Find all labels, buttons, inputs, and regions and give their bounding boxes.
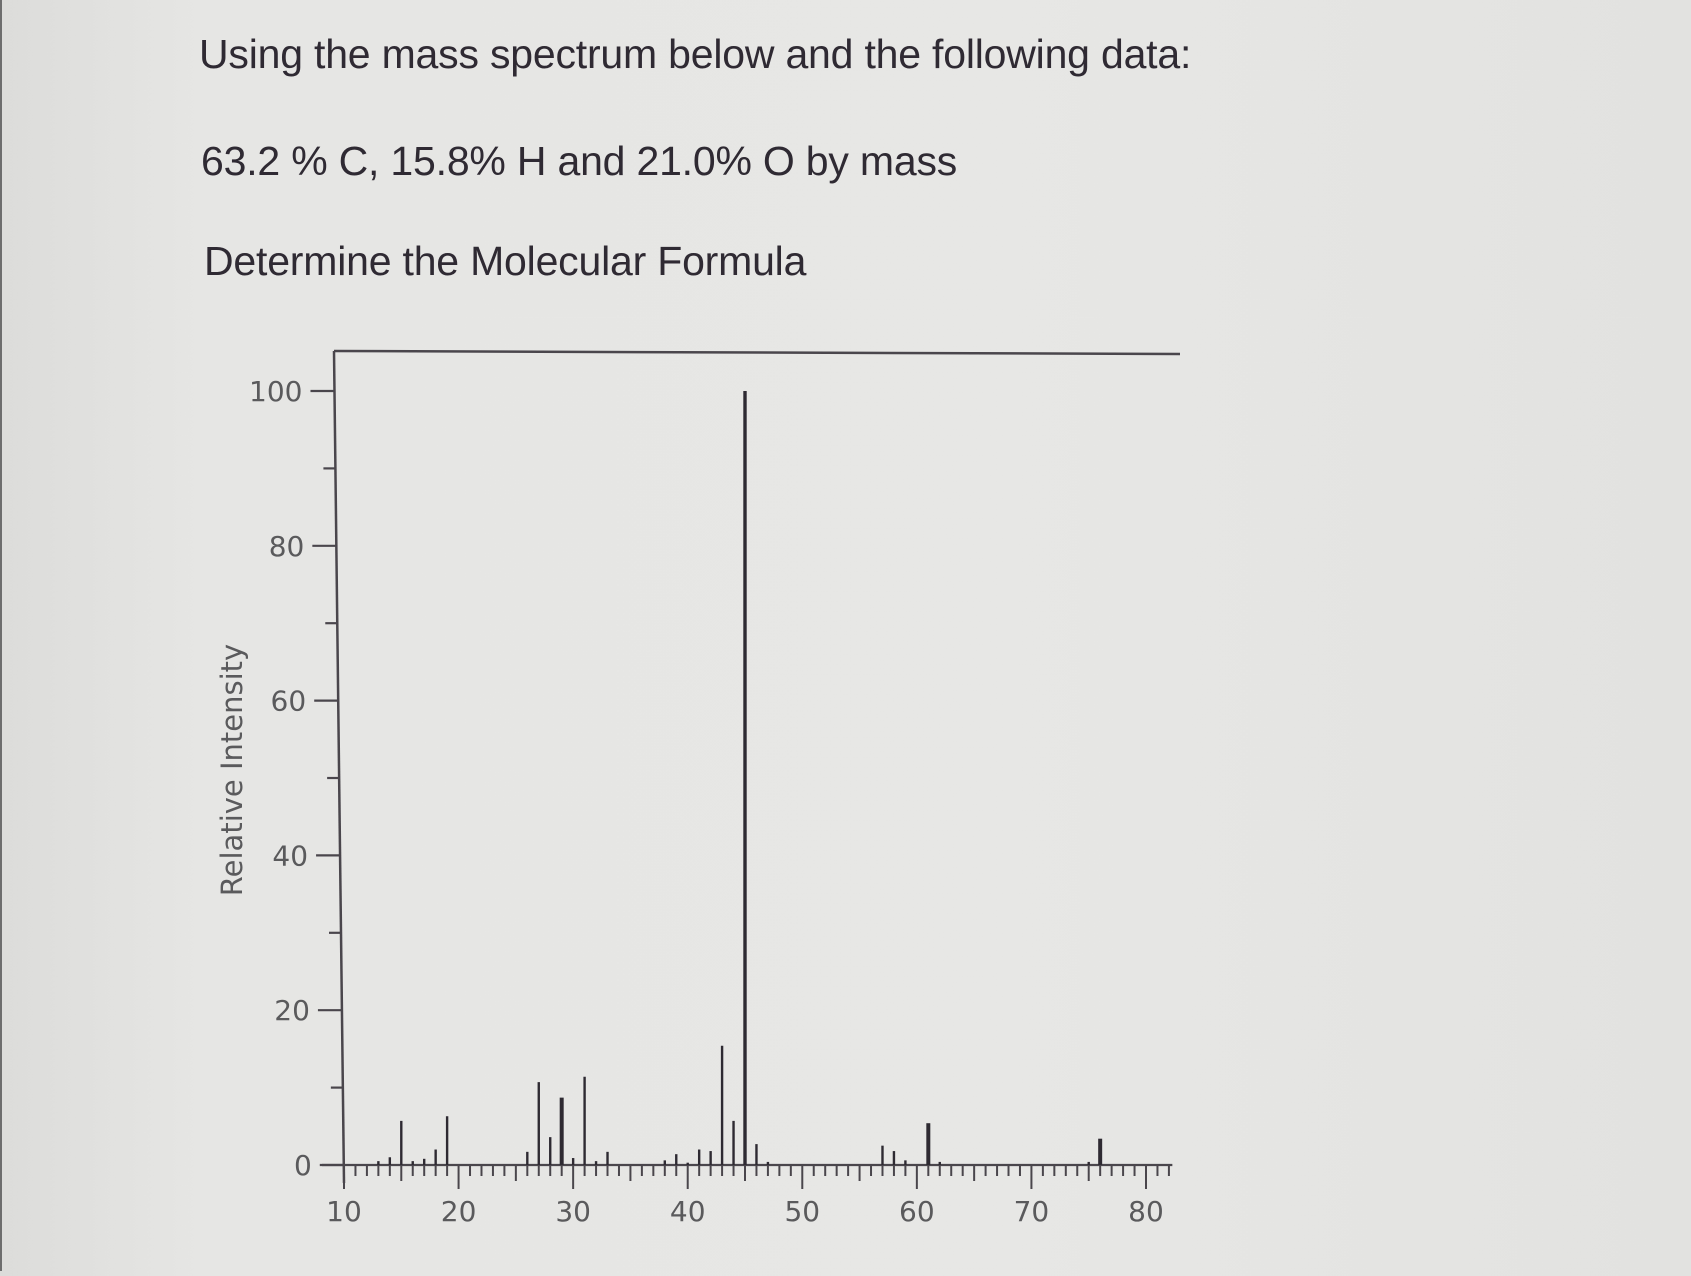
y-tick-label: 0	[294, 1149, 312, 1182]
question-instruction: Using the mass spectrum below and the fo…	[199, 31, 1192, 77]
x-tick-label: 60	[899, 1195, 935, 1228]
y-axis: 0 20 40 60 80 100	[249, 375, 344, 1182]
chart-top-border	[333, 349, 1181, 356]
y-tick-label: 20	[274, 994, 310, 1027]
y-tick-label: 100	[249, 375, 302, 408]
x-tick-label: 10	[326, 1195, 362, 1228]
y-tick-label: 80	[269, 530, 305, 563]
chart-frame	[332, 349, 1181, 1184]
composition-data: 63.2 % C, 15.8% H and 21.0% O by mass	[201, 138, 958, 184]
y-tick-label: 40	[272, 839, 308, 872]
x-tick-label: 80	[1128, 1195, 1164, 1228]
y-tick-label: 60	[271, 685, 307, 718]
x-tick-label: 30	[555, 1195, 591, 1228]
question-task: Determine the Molecular Formula	[204, 238, 807, 284]
x-tick-label: 50	[784, 1195, 820, 1228]
x-tick-label: 70	[1014, 1195, 1050, 1228]
y-axis-line	[332, 350, 346, 1184]
x-axis: 10 20 30 40 50 60 70 80	[322, 1163, 1173, 1228]
x-tick-label: 40	[670, 1195, 706, 1228]
x-tick-label: 20	[441, 1195, 477, 1228]
spectrum-peaks	[377, 391, 1103, 1165]
y-axis-label: Relative Intensity	[215, 644, 249, 896]
